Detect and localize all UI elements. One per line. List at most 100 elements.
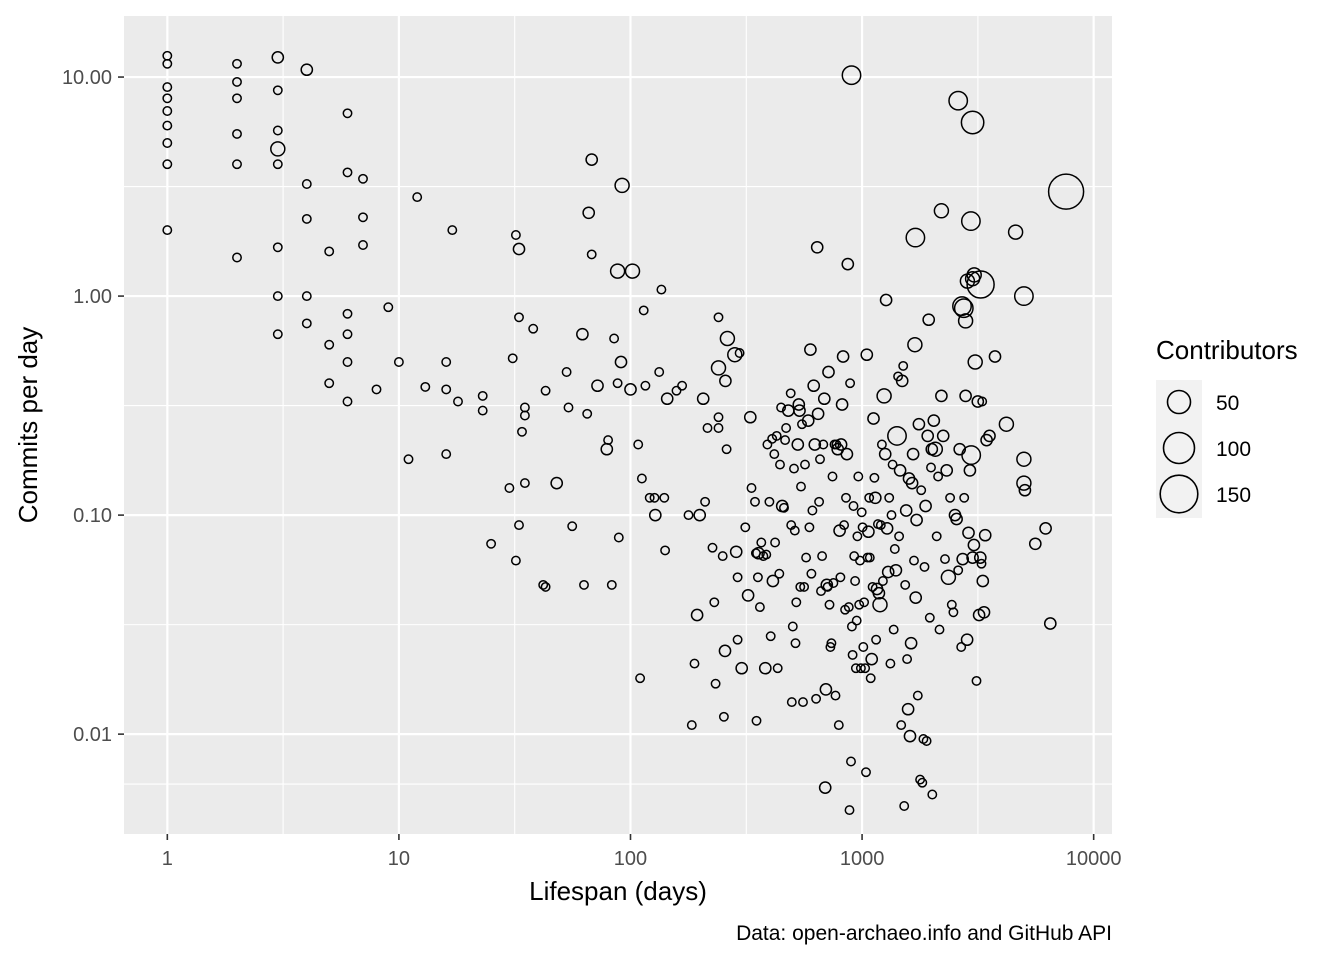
data-point <box>869 472 880 483</box>
data-point <box>804 522 815 533</box>
data-point <box>162 120 173 131</box>
data-point <box>606 579 617 590</box>
data-point <box>519 410 530 421</box>
data-point <box>510 230 521 240</box>
legend-size-circle <box>1166 389 1192 415</box>
data-point <box>1043 617 1057 630</box>
data-point <box>746 483 757 493</box>
data-point <box>412 192 423 203</box>
data-point <box>729 545 743 559</box>
y-axis-title: Commits per day <box>13 327 43 524</box>
data-point <box>957 313 974 329</box>
data-point <box>671 385 682 396</box>
data-point <box>162 82 173 93</box>
data-point <box>836 350 850 363</box>
data-point <box>905 227 926 248</box>
data-point <box>998 416 1015 432</box>
data-point <box>850 576 861 586</box>
data-point <box>561 367 572 377</box>
data-point <box>899 801 910 811</box>
data-point <box>272 85 283 96</box>
data-point <box>713 312 724 323</box>
data-point <box>841 492 851 503</box>
data-point <box>840 447 854 461</box>
data-point <box>614 177 630 194</box>
data-point <box>966 270 995 299</box>
data-point <box>486 538 497 549</box>
x-tick-label: 10 <box>388 848 410 870</box>
data-point <box>827 471 838 482</box>
data-point <box>732 634 743 645</box>
data-point <box>983 429 996 443</box>
data-point <box>978 528 992 542</box>
data-point <box>851 615 862 626</box>
data-point <box>659 492 670 503</box>
data-point <box>973 551 987 564</box>
data-point <box>232 252 242 263</box>
data-point <box>540 581 551 592</box>
data-point <box>750 496 760 507</box>
data-point <box>811 407 825 421</box>
data-point <box>940 569 957 586</box>
data-point <box>579 579 589 590</box>
data-point <box>624 383 637 396</box>
x-tick-label: 1000 <box>840 848 885 870</box>
data-point <box>953 442 967 456</box>
data-point <box>909 591 923 604</box>
data-point <box>709 597 720 608</box>
data-point <box>960 633 974 647</box>
data-point <box>779 502 789 513</box>
legend-label: 150 <box>1216 484 1251 507</box>
data-point <box>801 414 815 427</box>
data-point <box>971 675 982 686</box>
data-point <box>850 663 861 674</box>
data-point <box>839 520 850 531</box>
data-point <box>635 673 646 684</box>
data-point <box>835 398 849 411</box>
data-point <box>719 374 732 388</box>
data-point <box>935 389 948 403</box>
data-point <box>1039 522 1052 535</box>
data-point <box>927 414 941 427</box>
data-point <box>654 367 665 377</box>
data-point <box>710 678 721 689</box>
data-point <box>713 412 724 423</box>
data-point <box>780 435 791 446</box>
data-point <box>799 581 810 592</box>
data-point <box>762 439 773 450</box>
data-point <box>1016 451 1032 467</box>
data-point <box>232 128 242 139</box>
data-point <box>924 612 935 623</box>
data-point <box>811 693 822 704</box>
data-point <box>640 380 651 391</box>
data-point <box>871 634 882 645</box>
data-point <box>232 93 242 104</box>
data-point <box>324 246 335 257</box>
data-point <box>826 638 837 649</box>
data-point <box>916 485 927 496</box>
data-point <box>786 697 797 708</box>
data-point <box>1016 475 1032 491</box>
data-point <box>342 108 353 119</box>
data-point <box>718 711 729 722</box>
data-point <box>844 805 855 816</box>
data-point <box>858 642 869 652</box>
legend-size-circle <box>1159 474 1199 514</box>
data-point <box>162 106 173 116</box>
data-point <box>884 492 895 503</box>
data-point <box>861 767 871 778</box>
data-point <box>441 357 452 367</box>
y-tick-label: 1.00 <box>73 286 112 308</box>
data-point <box>677 380 688 391</box>
data-point <box>825 642 836 652</box>
data-point <box>342 396 353 407</box>
data-point <box>358 240 368 250</box>
data-point <box>966 551 979 564</box>
legend-label: 100 <box>1216 438 1251 461</box>
data-point <box>894 531 905 542</box>
data-point <box>865 652 879 666</box>
data-point <box>649 492 660 503</box>
data-point <box>824 599 835 610</box>
data-point <box>507 353 518 364</box>
data-point <box>830 690 841 701</box>
